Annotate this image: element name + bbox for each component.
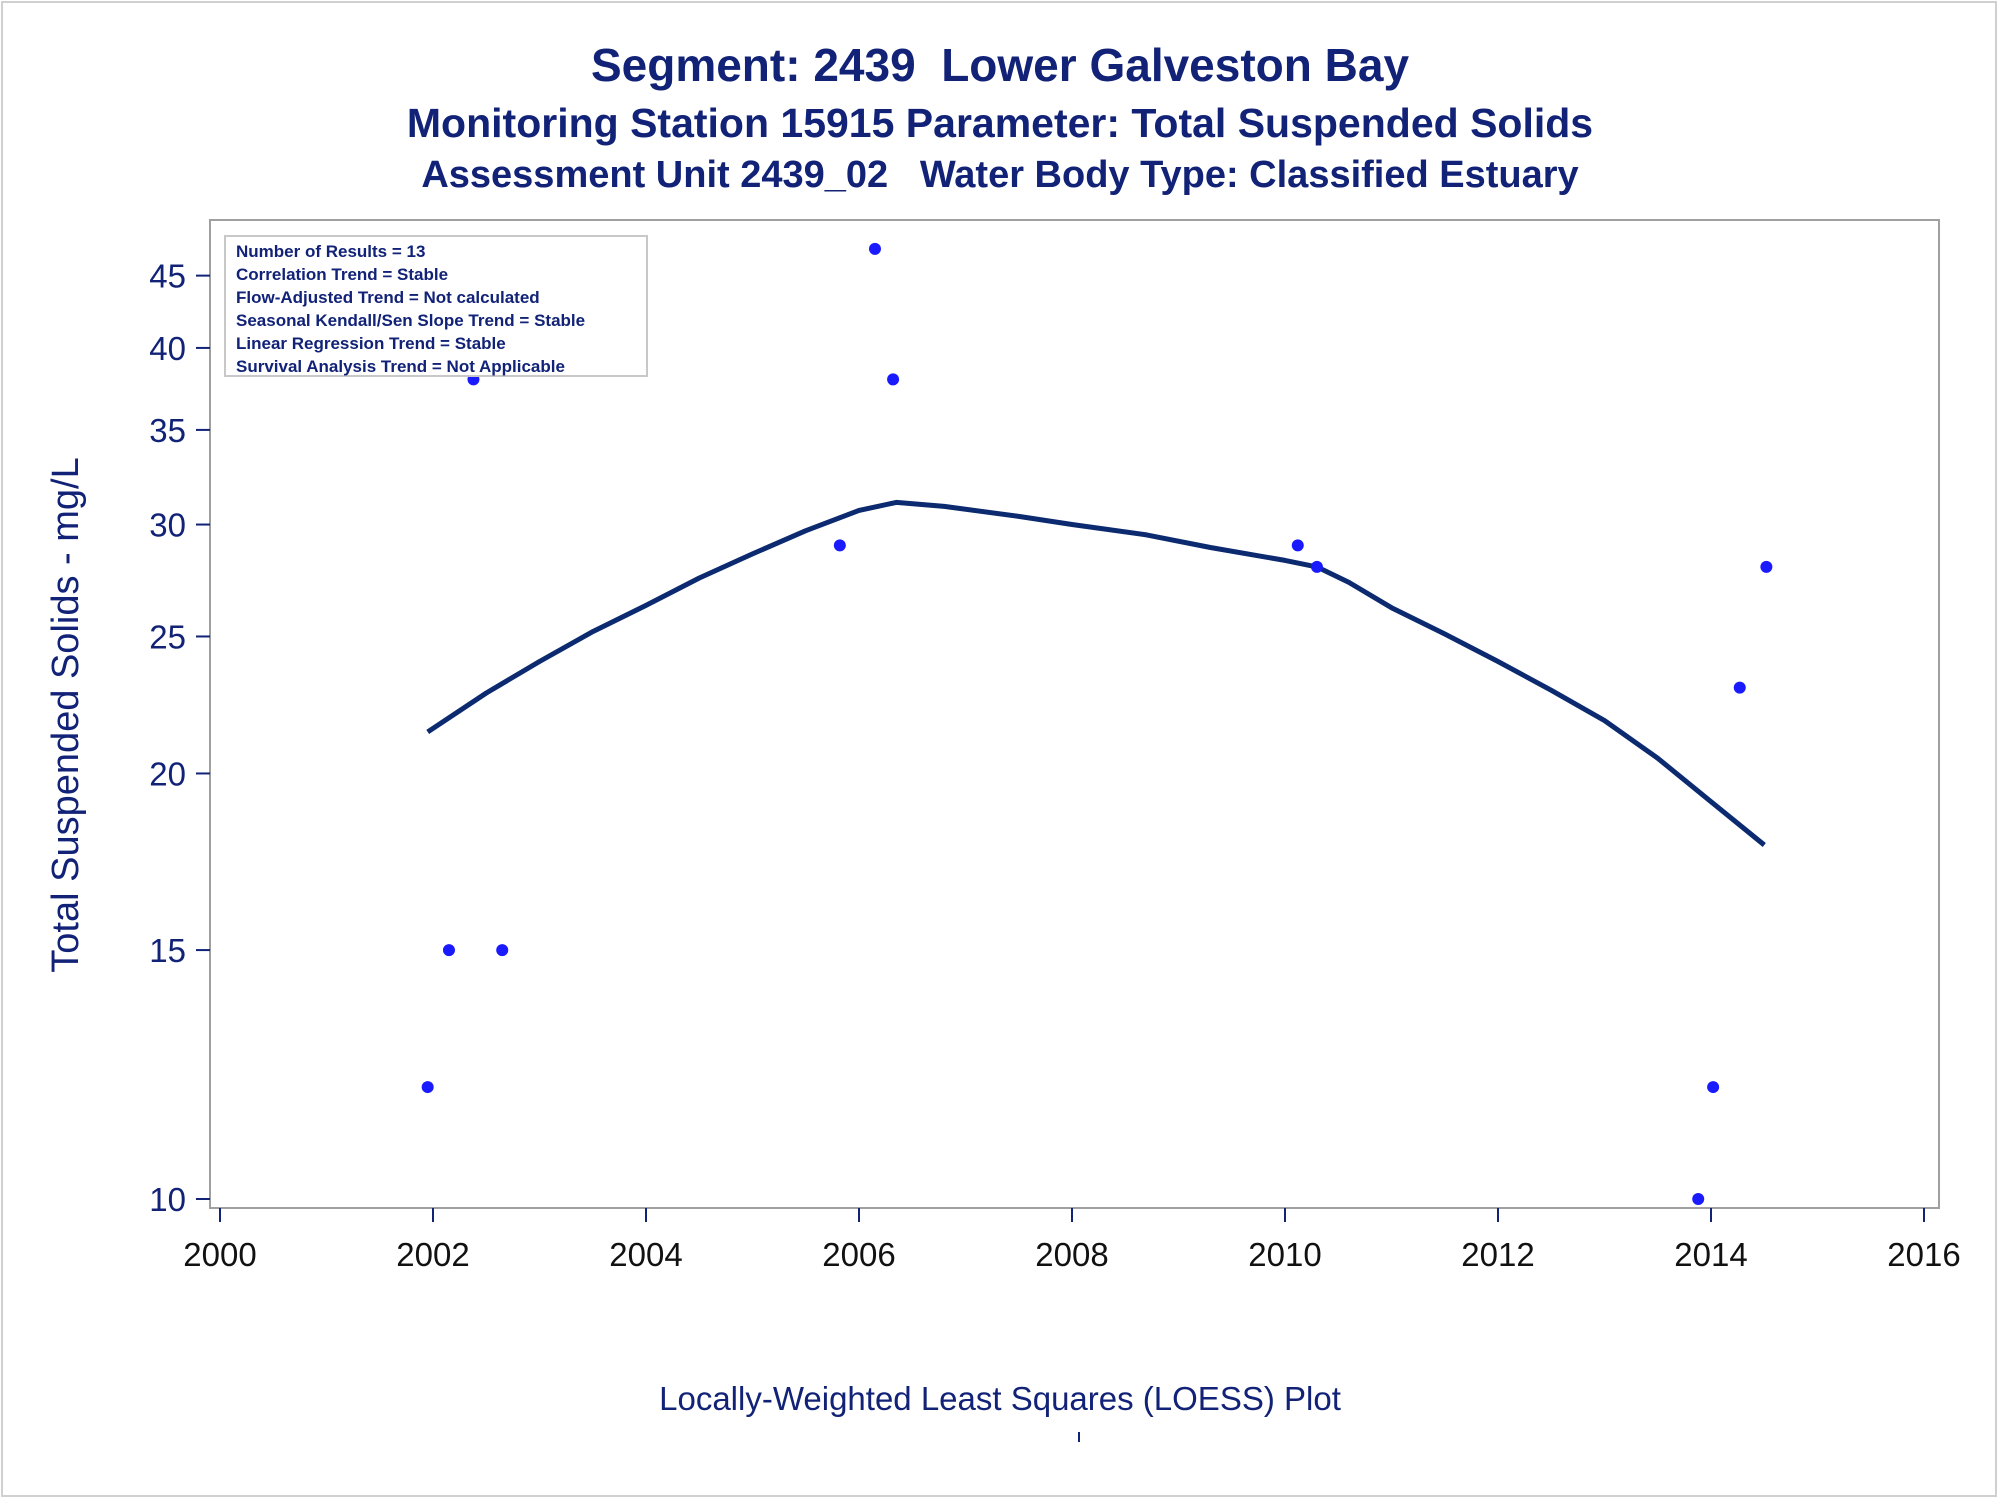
x-tick-label: 2000 [183,1236,256,1273]
data-point [1692,1193,1705,1205]
data-point [1310,560,1323,573]
data-point [887,373,900,386]
data-point [442,944,455,957]
x-tick-label: 2014 [1674,1236,1747,1273]
x-tick-label: 2016 [1887,1236,1960,1273]
x-tick-label: 2006 [822,1236,895,1273]
data-point [421,1081,434,1094]
data-point [1291,539,1304,552]
trend-info-line: Correlation Trend = Stable [236,265,448,284]
data-point [496,944,509,957]
chart-subtitle: Monitoring Station 15915 Parameter: Tota… [406,100,1594,146]
y-tick-label: 30 [149,507,186,544]
loess-line [426,499,1766,847]
chart-title: Segment: 2439 Lower Galveston Bay [590,39,1410,91]
chart-footnote: Locally-Weighted Least Squares (LOESS) P… [659,1380,1341,1417]
y-tick-label: 20 [149,755,186,792]
data-point [833,539,846,552]
data-point [1707,1081,1720,1094]
data-point [1733,681,1746,694]
y-tick-label: 45 [149,258,186,295]
trend-info-line: Linear Regression Trend = Stable [236,334,506,353]
trend-info-line: Flow-Adjusted Trend = Not calculated [236,288,540,307]
data-point [1760,560,1773,573]
y-tick-label: 35 [149,412,186,449]
y-tick-label: 15 [149,932,186,969]
chart-subtitle-assessment: Assessment Unit 2439_02 Water Body Type:… [421,154,1579,196]
x-tick-label: 2012 [1461,1236,1534,1273]
x-tick-label: 2002 [396,1236,469,1273]
y-tick-label: 25 [149,618,186,655]
y-axis-label: Total Suspended Solids - mg/L [45,457,87,972]
x-tick-label: 2010 [1248,1236,1321,1273]
trend-info-line: Survival Analysis Trend = Not Applicable [236,357,565,376]
footnote-mark [1078,1432,1080,1442]
plot-area-frame [209,219,1940,1209]
x-tick-label: 2004 [609,1236,682,1273]
trend-info-line: Seasonal Kendall/Sen Slope Trend = Stabl… [236,311,585,330]
data-point [868,242,881,255]
x-tick-label: 2008 [1035,1236,1108,1273]
y-tick-label: 10 [149,1181,186,1218]
y-tick-label: 40 [149,330,186,367]
trend-info-line: Number of Results = 13 [236,242,425,261]
trend-info-box [224,235,648,377]
